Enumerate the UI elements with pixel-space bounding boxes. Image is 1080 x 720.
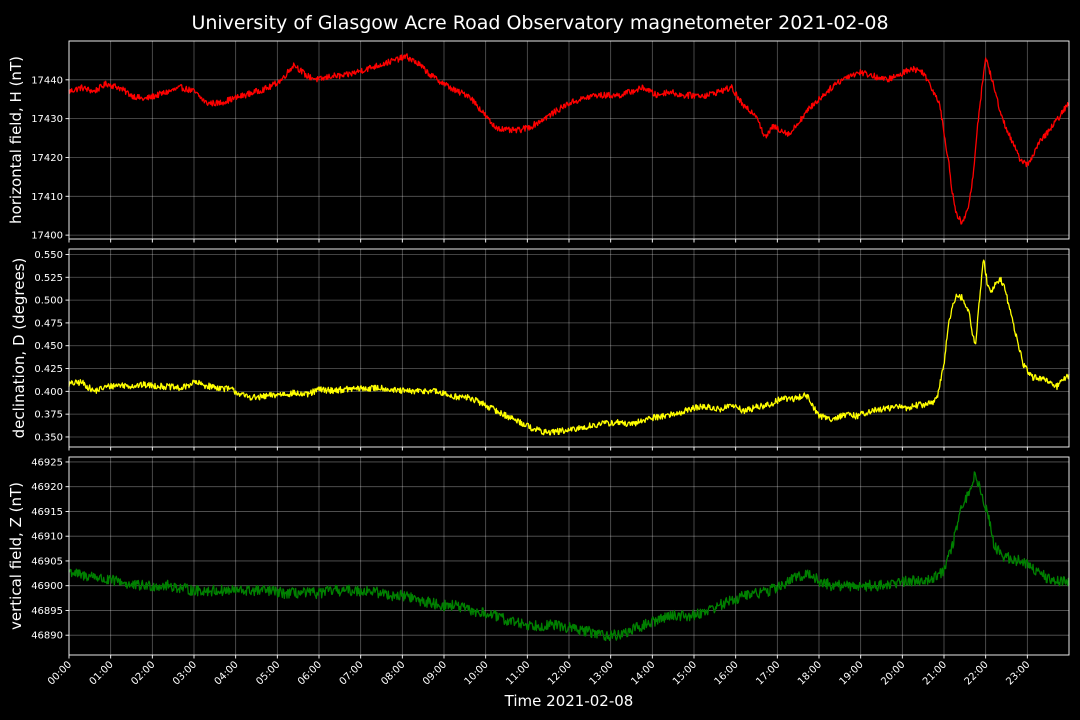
x-tick-label: 16:00 (713, 659, 741, 687)
x-axis-label: Time 2021-02-08 (504, 692, 634, 710)
x-tick-label: 19:00 (838, 659, 866, 687)
x-tick-label: 22:00 (963, 659, 991, 687)
y-tick-label: 0.400 (34, 387, 63, 398)
y-tick-label: 46895 (31, 606, 63, 617)
x-tick-label: 12:00 (546, 659, 574, 687)
x-tick-label: 00:00 (46, 659, 74, 687)
y-tick-label: 0.475 (34, 318, 63, 329)
y-tick-label: 17400 (31, 231, 63, 242)
x-tick-label: 21:00 (921, 659, 949, 687)
axes-frame (68, 40, 1070, 240)
panel-1: 17400 17410 17420 17430 17440 horizontal fiel… (7, 40, 1070, 243)
y-tick-label: 46920 (31, 482, 63, 493)
chart-title: University of Glasgow Acre Road Observat… (191, 12, 888, 34)
y-axis-label: vertical field, Z (nT) (7, 482, 25, 630)
y-tick-label: 0.500 (34, 296, 63, 307)
x-tick-label: 20:00 (879, 659, 907, 687)
x-tick-label: 03:00 (171, 659, 199, 687)
y-tick-label: 46910 (31, 532, 63, 543)
x-tick-label: 14:00 (629, 659, 657, 687)
y-tick-label: 17410 (31, 192, 63, 203)
x-tick-label: 10:00 (463, 659, 491, 687)
x-tick-label: 01:00 (88, 659, 116, 687)
x-tick-label: 15:00 (671, 659, 699, 687)
axes-frame (68, 456, 1070, 656)
y-axis-label: horizontal field, H (nT) (7, 56, 25, 224)
panel-2: 0.350 0.375 0.400 0.425 0.450 0.475 0.500 0.525… (10, 248, 1070, 451)
x-tick-label: 11:00 (504, 659, 532, 687)
y-axis-label: declination, D (degrees) (10, 258, 28, 439)
y-tick-label: 0.550 (34, 250, 63, 261)
x-tick-label: 02:00 (129, 659, 157, 687)
x-tick-label: 17:00 (754, 659, 782, 687)
x-tick-label: 13:00 (588, 659, 616, 687)
series-line-2 (68, 259, 1070, 436)
series-line-1 (68, 53, 1070, 225)
x-tick-label: 05:00 (254, 659, 282, 687)
y-tick-label: 0.350 (34, 432, 63, 443)
y-tick-label: 0.375 (34, 410, 63, 421)
x-tick-label: 08:00 (379, 659, 407, 687)
x-tick-label: 23:00 (1004, 659, 1032, 687)
x-tick-label: 04:00 (213, 659, 241, 687)
y-tick-label: 46905 (31, 556, 63, 567)
y-tick-label: 0.425 (34, 364, 63, 375)
y-tick-label: 17440 (31, 75, 63, 86)
x-tick-label: 06:00 (296, 659, 324, 687)
axes-frame (68, 248, 1070, 448)
series-line-3 (68, 471, 1070, 642)
y-tick-label: 17420 (31, 153, 63, 164)
x-tick-label: 18:00 (796, 659, 824, 687)
x-tick-label: 09:00 (421, 659, 449, 687)
y-tick-label: 46915 (31, 507, 63, 518)
y-tick-label: 46890 (31, 631, 63, 642)
y-tick-label: 46900 (31, 581, 63, 592)
y-tick-label: 46925 (31, 457, 63, 468)
y-tick-label: 0.450 (34, 341, 63, 352)
y-tick-label: 17430 (31, 114, 63, 125)
panel-3: 46890 46895 46900 46905 46910 46915 46920 46925… (7, 456, 1070, 659)
y-tick-label: 0.525 (34, 273, 63, 284)
x-tick-label: 07:00 (338, 659, 366, 687)
